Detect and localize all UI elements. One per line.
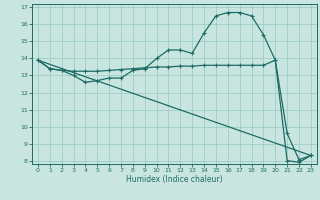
X-axis label: Humidex (Indice chaleur): Humidex (Indice chaleur) <box>126 175 223 184</box>
